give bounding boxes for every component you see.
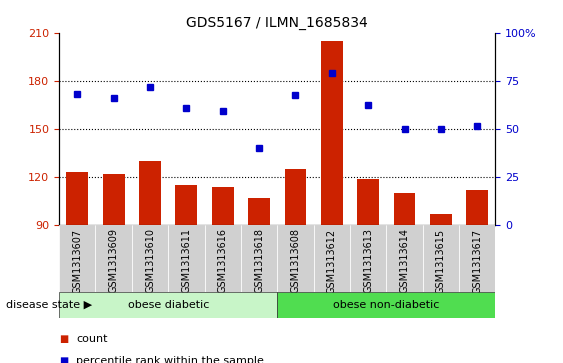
Bar — [423, 225, 459, 292]
Bar — [59, 225, 96, 292]
Text: GSM1313615: GSM1313615 — [436, 228, 446, 294]
Text: GSM1313610: GSM1313610 — [145, 228, 155, 293]
Text: GSM1313608: GSM1313608 — [291, 228, 301, 293]
Bar — [430, 214, 452, 225]
Bar — [321, 41, 343, 225]
Bar — [386, 225, 423, 292]
Text: GSM1313618: GSM1313618 — [254, 228, 264, 293]
Text: GSM1313611: GSM1313611 — [181, 228, 191, 293]
Text: percentile rank within the sample: percentile rank within the sample — [76, 356, 264, 363]
Title: GDS5167 / ILMN_1685834: GDS5167 / ILMN_1685834 — [186, 16, 368, 30]
Text: GSM1313614: GSM1313614 — [400, 228, 409, 293]
Bar — [168, 225, 204, 292]
Bar — [212, 187, 234, 225]
Bar — [139, 161, 161, 225]
Bar — [358, 179, 379, 225]
Text: disease state ▶: disease state ▶ — [6, 300, 92, 310]
Text: GSM1313607: GSM1313607 — [72, 228, 82, 294]
Bar — [350, 225, 386, 292]
Text: GSM1313612: GSM1313612 — [327, 228, 337, 294]
Bar — [176, 185, 197, 225]
Bar — [96, 225, 132, 292]
Bar — [66, 172, 88, 225]
Text: GSM1313613: GSM1313613 — [363, 228, 373, 293]
Bar — [204, 225, 241, 292]
Bar — [278, 292, 495, 318]
Bar — [248, 198, 270, 225]
Bar — [278, 225, 314, 292]
Text: count: count — [76, 334, 108, 344]
Bar — [466, 190, 488, 225]
Bar — [59, 292, 277, 318]
Bar — [241, 225, 277, 292]
Bar — [394, 193, 415, 225]
Text: GSM1313616: GSM1313616 — [218, 228, 228, 293]
Text: obese diabetic: obese diabetic — [127, 300, 209, 310]
Bar — [103, 174, 124, 225]
Bar — [459, 225, 495, 292]
Text: ■: ■ — [59, 334, 68, 344]
Text: obese non-diabetic: obese non-diabetic — [333, 300, 440, 310]
Text: GSM1313609: GSM1313609 — [109, 228, 119, 293]
Text: GSM1313617: GSM1313617 — [472, 228, 482, 294]
Text: ■: ■ — [59, 356, 68, 363]
Bar — [314, 225, 350, 292]
Bar — [284, 169, 306, 225]
Bar — [132, 225, 168, 292]
